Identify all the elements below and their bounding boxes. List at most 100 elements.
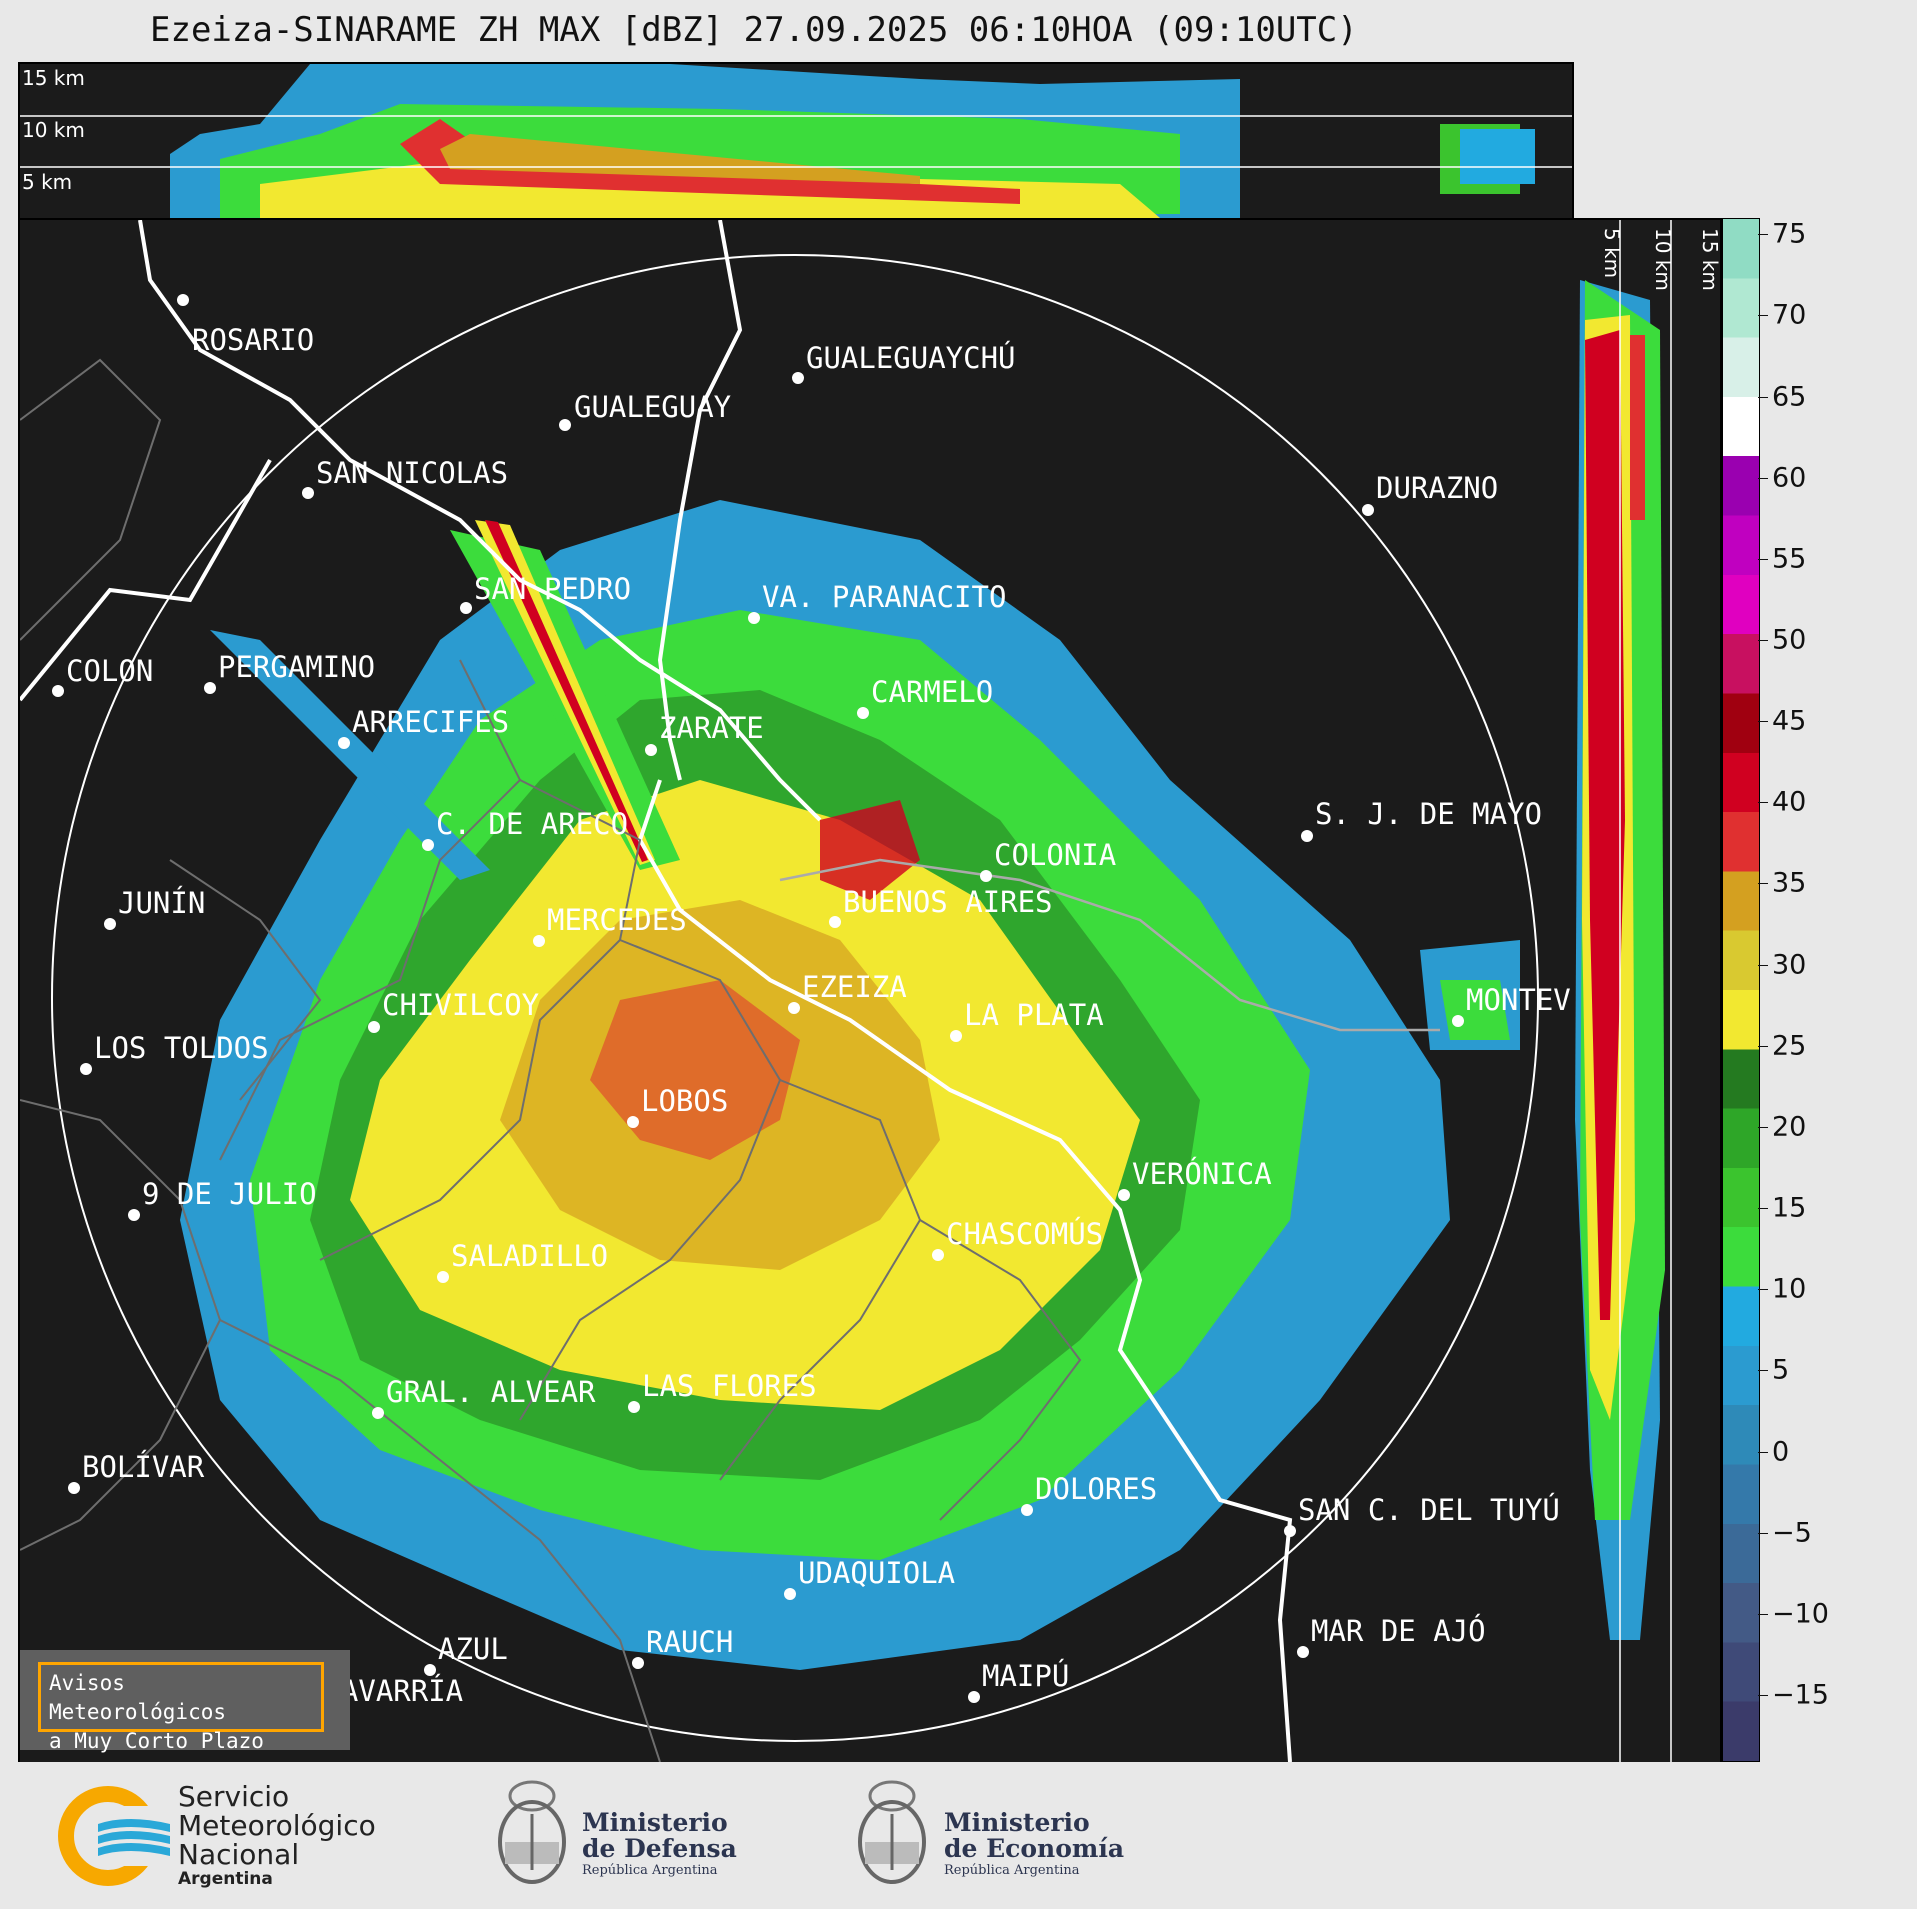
colorbar-tick-label: −5: [1772, 1517, 1812, 1549]
side-alt-label-15km: 15 km: [1698, 228, 1722, 291]
city-label-lobos: LOBOS: [641, 1084, 728, 1118]
range-ring: [51, 254, 1539, 1742]
colorbar-tick-label: 20: [1772, 1111, 1807, 1143]
city-label-chascomus: CHASCOMÚS: [946, 1217, 1103, 1251]
smn-logo-icon: [58, 1786, 178, 1886]
smn-line3: Nacional: [178, 1838, 300, 1871]
colorbar-tick: [1758, 1451, 1768, 1453]
city-label-pergamino: PERGAMINO: [218, 650, 375, 684]
parana-river: [138, 220, 822, 822]
city-label-buenos-aires: BUENOS AIRES: [843, 885, 1053, 919]
defensa-line2: de Defensa: [582, 1834, 737, 1863]
colorbar-tick: [1758, 1613, 1768, 1615]
smn-line1: Servicio: [178, 1780, 290, 1813]
city-label-montevideo: MONTEVIDEO: [1466, 983, 1572, 1017]
colorbar-tick: [1758, 234, 1768, 236]
economia-line3: República Argentina: [944, 1863, 1080, 1878]
economia-line1: Ministerio: [944, 1808, 1090, 1837]
colorbar-tick: [1758, 396, 1768, 398]
city-label-saladillo: SALADILLO: [451, 1239, 608, 1273]
city-label-gualeguay: GUALEGUAY: [574, 390, 731, 424]
argentina-seal-icon: [498, 1780, 566, 1884]
colorbar-tick: [1758, 802, 1768, 804]
colorbar-tick: [1758, 883, 1768, 885]
city-label-san-nicolas: SAN NICOLAS: [316, 456, 508, 490]
city-label-colon: COLON: [66, 654, 153, 688]
colorbar-tick-label: 50: [1772, 624, 1807, 656]
radar-map-svg: ROSARIO GUALEGUAYCHÚ GUALEGUAY SAN NICOL…: [20, 220, 1572, 1762]
alt-label-10km: 10 km: [22, 118, 85, 142]
coastline: [637, 779, 1293, 1762]
city-label-gualeguaychu: GUALEGUAYCHÚ: [806, 341, 1016, 375]
city-label-arrecifes: ARRECIFES: [352, 705, 509, 739]
city-label-mercedes: MERCEDES: [547, 903, 687, 937]
province-border: [20, 459, 272, 702]
colorbar-tick-label: 15: [1772, 1192, 1807, 1224]
alt-label-5km: 5 km: [22, 170, 73, 194]
city-label-rosario: ROSARIO: [192, 323, 314, 357]
city-markers: [52, 294, 1464, 1718]
colorbar-tick-label: −10: [1772, 1598, 1829, 1630]
city-label-durazno: DURAZNO: [1376, 471, 1498, 505]
city-label-sj-de-mayo: S. J. DE MAYO: [1315, 797, 1542, 831]
alt-label-15km: 15 km: [22, 66, 85, 90]
city-label-9-de-julio: 9 DE JULIO: [142, 1177, 317, 1211]
city-label-c-de-areco: C. DE ARECO: [436, 807, 628, 841]
colorbar-tick-label: 40: [1772, 786, 1807, 818]
colorbar-tick-label: 35: [1772, 867, 1807, 899]
city-label-carmelo: CARMELO: [871, 675, 993, 709]
top-cross-section-image: [20, 64, 1572, 218]
side-alt-label-5km: 5 km: [1600, 228, 1624, 279]
defensa-text: Ministerio de Defensa República Argentin…: [582, 1810, 737, 1880]
smn-line2: Meteorológico: [178, 1809, 376, 1842]
economia-text: Ministerio de Economía República Argenti…: [944, 1810, 1124, 1880]
colorbar-tick: [1758, 1289, 1768, 1291]
colorbar-tick: [1758, 1695, 1768, 1697]
city-label-san-pedro: SAN PEDRO: [474, 572, 631, 606]
radar-map: ROSARIO GUALEGUAYCHÚ GUALEGUAY SAN NICOL…: [18, 218, 1574, 1764]
colorbar-tick: [1758, 964, 1768, 966]
colorbar-tick-label: −15: [1772, 1679, 1829, 1711]
warning-box: Avisos Meteorológicos a Muy Corto Plazo: [20, 1650, 350, 1753]
city-label-dolores: DOLORES: [1035, 1472, 1157, 1506]
smn-logo-text: Servicio Meteorológico Nacional Argentin…: [178, 1782, 376, 1889]
city-label-los-toldos: LOS TOLDOS: [94, 1031, 269, 1065]
colorbar-tick-label: 65: [1772, 381, 1807, 413]
city-label-san-c-del-tuyu: SAN C. DEL TUYÚ: [1298, 1493, 1560, 1527]
city-label-mar-de-ajo: MAR DE AJÓ: [1311, 1614, 1486, 1648]
side-alt-label-10km: 10 km: [1651, 228, 1675, 291]
smn-line4: Argentina: [178, 1869, 273, 1889]
city-label-colonia: COLONIA: [994, 838, 1116, 872]
city-label-udaquiola: UDAQUIOLA: [798, 1556, 955, 1590]
colorbar-tick-label: 70: [1772, 299, 1807, 331]
colorbar-tick-label: 75: [1772, 218, 1807, 250]
city-label-la-plata: LA PLATA: [964, 998, 1104, 1032]
side-cross-section-panel: 5 km 10 km 15 km: [1570, 218, 1722, 1764]
defensa-line1: Ministerio: [582, 1808, 728, 1837]
colorbar-tick-label: 25: [1772, 1030, 1807, 1062]
colorbar-tick-label: 45: [1772, 705, 1807, 737]
colorbar-tick: [1758, 721, 1768, 723]
defensa-seal: [495, 1774, 569, 1894]
city-label-maipu: MAIPÚ: [982, 1659, 1069, 1693]
city-label-junin: JUNÍN: [118, 886, 205, 920]
department-borders: [20, 358, 1082, 1762]
city-label-las-flores: LAS FLORES: [642, 1369, 817, 1403]
colorbar-tick: [1758, 640, 1768, 642]
city-label-rauch: RAUCH: [646, 1625, 733, 1659]
warning-link[interactable]: Avisos Meteorológicos a Muy Corto Plazo: [38, 1662, 324, 1753]
smn-logo: [58, 1786, 178, 1886]
uruguay-coast: [779, 858, 1440, 1032]
warning-line-2: a Muy Corto Plazo: [49, 1729, 264, 1753]
colorbar-tick: [1758, 1045, 1768, 1047]
city-label-azul: AZUL: [438, 1632, 508, 1666]
side-cross-section-image: [1575, 220, 1672, 1762]
city-label-ezeiza: EZEIZA: [802, 970, 907, 1004]
colorbar-tick: [1758, 1208, 1768, 1210]
colorbar-tick-label: 55: [1772, 543, 1807, 575]
colorbar-tick: [1758, 1126, 1768, 1128]
logo-bar: Servicio Meteorológico Nacional Argentin…: [0, 1762, 1917, 1909]
defensa-line3: República Argentina: [582, 1863, 718, 1878]
uruguay-river: [657, 220, 743, 781]
city-label-veronica: VERÓNICA: [1132, 1157, 1272, 1191]
